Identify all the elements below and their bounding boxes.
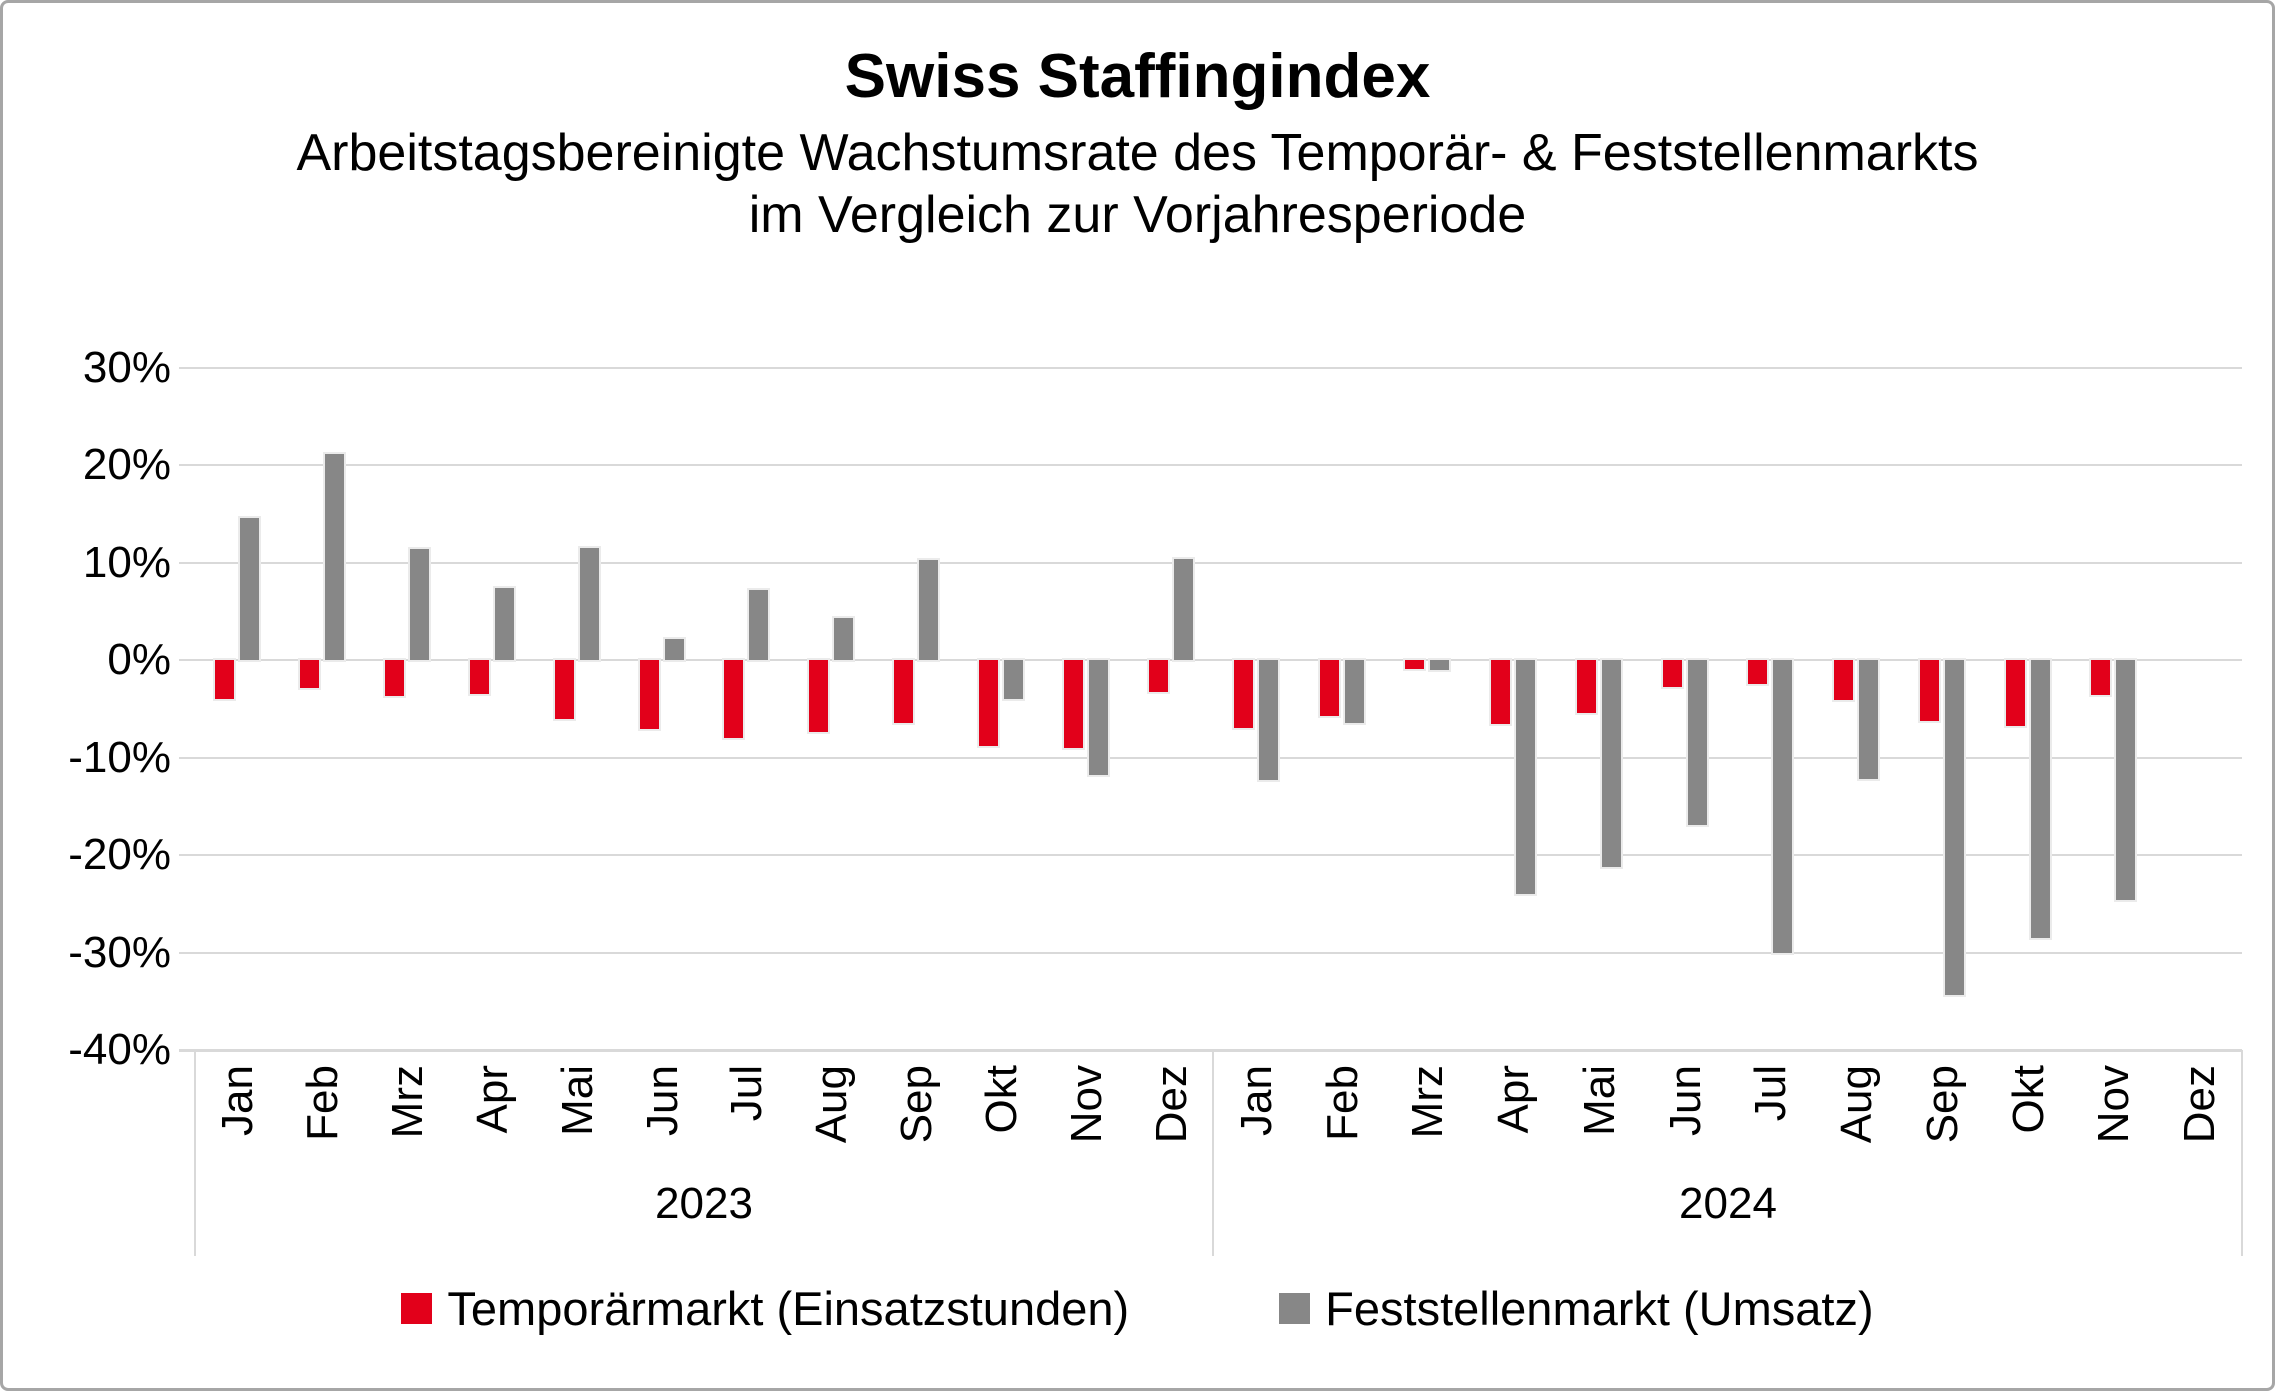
bar-temporaermarkt-2023-okt (977, 658, 1000, 749)
bar-temporaermarkt-2023-mai (553, 658, 576, 721)
year-label-2023: 2023 (655, 1179, 753, 1228)
bar-temporaermarkt-2023-nov (1062, 658, 1085, 750)
bar-feststellenmarkt-2024-jan (1257, 658, 1280, 783)
bar-temporaermarkt-2024-jun (1661, 658, 1684, 689)
y-axis-label: 10% (82, 537, 171, 587)
bar-temporaermarkt-2024-jan (1232, 658, 1255, 731)
gridline (179, 854, 2242, 857)
bar-feststellenmarkt-2023-apr (493, 586, 516, 663)
bar-feststellenmarkt-2024-apr (1514, 658, 1537, 897)
y-axis-label: -10% (68, 732, 171, 782)
legend-item-temporaermarkt: Temporärmarkt (Einsatzstunden) (401, 1281, 1129, 1336)
bar-feststellenmarkt-2024-jul (1771, 658, 1794, 955)
bar-feststellenmarkt-2024-mrz (1428, 658, 1451, 672)
bar-temporaermarkt-2023-jun (638, 658, 661, 732)
bar-feststellenmarkt-2023-jan (238, 516, 261, 663)
bar-temporaermarkt-2023-apr (468, 658, 491, 697)
y-axis-label: 0% (107, 635, 171, 685)
axis-separator-left (194, 1050, 196, 1256)
y-axis-label: 30% (82, 343, 171, 392)
legend: Temporärmarkt (Einsatzstunden) Feststell… (3, 1281, 2272, 1336)
axis-separator-right (2241, 1050, 2243, 1256)
bar-temporaermarkt-2023-jul (722, 658, 745, 741)
bar-temporaermarkt-2024-mrz (1403, 658, 1426, 671)
year-label-2024: 2024 (1679, 1179, 1777, 1228)
legend-item-feststellenmarkt: Feststellenmarkt (Umsatz) (1279, 1281, 1874, 1336)
gridline (179, 367, 2242, 369)
bar-feststellenmarkt-2023-dez (1172, 556, 1195, 663)
bar-temporaermarkt-2024-okt (2004, 658, 2027, 728)
legend-label-feststellenmarkt: Feststellenmarkt (Umsatz) (1325, 1282, 1874, 1335)
legend-swatch-feststellenmarkt (1279, 1293, 1311, 1324)
bar-feststellenmarkt-2024-feb (1343, 658, 1366, 725)
gridline (179, 951, 2242, 954)
bar-temporaermarkt-2023-dez (1147, 658, 1170, 695)
legend-swatch-temporaermarkt (401, 1293, 433, 1324)
bar-feststellenmarkt-2023-nov (1087, 658, 1110, 778)
bar-temporaermarkt-2024-nov (2089, 658, 2112, 698)
gridline (179, 756, 2242, 759)
bar-feststellenmarkt-2023-feb (323, 451, 346, 663)
gridline (179, 659, 2242, 662)
y-axis-label: 20% (82, 440, 171, 490)
bar-feststellenmarkt-2024-jun (1686, 658, 1709, 827)
bar-temporaermarkt-2023-jan (213, 658, 236, 702)
y-axis-label: -40% (68, 1025, 171, 1074)
bar-temporaermarkt-2024-mai (1575, 658, 1598, 715)
bar-feststellenmarkt-2024-sep (1943, 658, 1966, 998)
bar-feststellenmarkt-2023-jun (663, 636, 686, 663)
chart-subtitle-line-2: im Vergleich zur Vorjahresperiode (748, 186, 1527, 244)
bar-feststellenmarkt-2023-sep (917, 557, 940, 663)
bar-feststellenmarkt-2023-jul (747, 588, 770, 663)
bar-feststellenmarkt-2023-aug (832, 616, 855, 663)
axis-separator-years (1212, 1050, 1214, 1256)
y-axis-label: -30% (68, 927, 171, 977)
bar-feststellenmarkt-2024-nov (2114, 658, 2137, 902)
plot-area (179, 367, 2242, 1052)
gridline (179, 464, 2242, 467)
bar-temporaermarkt-2023-aug (807, 658, 830, 735)
bar-temporaermarkt-2024-feb (1318, 658, 1341, 718)
chart-subtitle-line-1: Arbeitstagsbereinigte Wachstumsrate des … (296, 124, 1979, 182)
bar-feststellenmarkt-2024-aug (1857, 658, 1880, 782)
bar-temporaermarkt-2024-sep (1918, 658, 1941, 723)
page-title: Swiss Staffingindex (844, 42, 1431, 111)
y-axis-label: -20% (68, 830, 171, 880)
bar-feststellenmarkt-2023-mrz (408, 547, 431, 663)
gridline (179, 561, 2242, 564)
bar-feststellenmarkt-2024-mai (1600, 658, 1623, 869)
bar-feststellenmarkt-2023-mai (578, 546, 601, 663)
bar-temporaermarkt-2023-mrz (383, 658, 406, 699)
bar-feststellenmarkt-2024-okt (2029, 658, 2052, 940)
x-axis-line (179, 1049, 2242, 1052)
bar-temporaermarkt-2024-apr (1489, 658, 1512, 726)
bar-temporaermarkt-2023-sep (892, 658, 915, 725)
bar-temporaermarkt-2023-feb (298, 658, 321, 690)
bar-feststellenmarkt-2023-okt (1002, 658, 1025, 702)
bar-temporaermarkt-2024-jul (1746, 658, 1769, 686)
bar-temporaermarkt-2024-aug (1832, 658, 1855, 703)
legend-label-temporaermarkt: Temporärmarkt (Einsatzstunden) (447, 1282, 1130, 1335)
